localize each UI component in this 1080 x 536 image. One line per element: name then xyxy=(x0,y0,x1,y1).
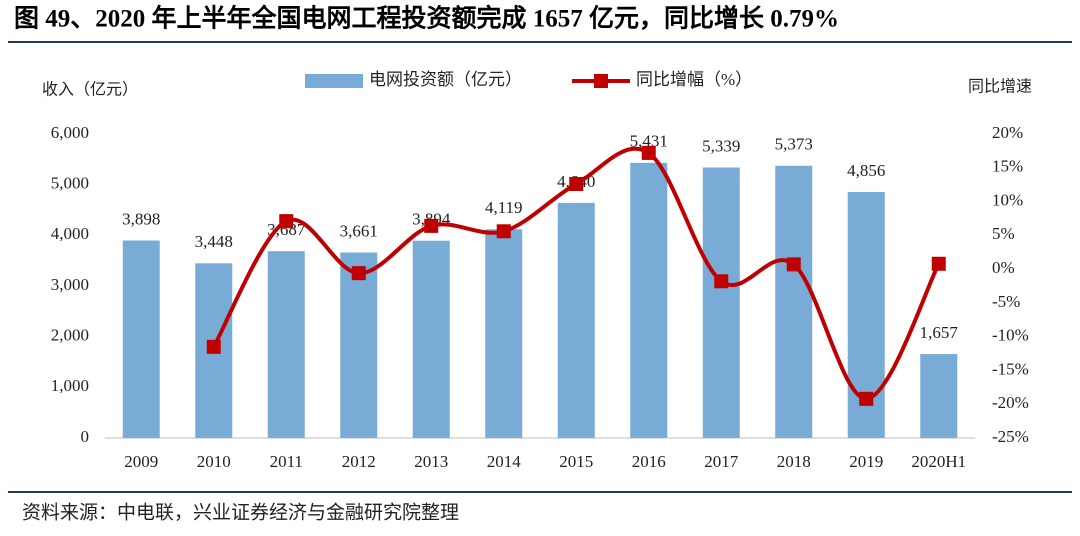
x-tick-label: 2013 xyxy=(414,452,448,471)
bar xyxy=(702,167,740,438)
y-tick-label: 2,000 xyxy=(51,326,89,345)
y2-tick-label: -10% xyxy=(992,326,1029,345)
x-tick-label: 2019 xyxy=(849,452,883,471)
legend-swatch xyxy=(305,74,363,88)
chart-title: 图 49、2020 年上半年全国电网工程投资额完成 1657 亿元，同比增长 0… xyxy=(14,4,839,33)
bar xyxy=(340,252,378,438)
x-tick-label: 2010 xyxy=(197,452,231,471)
bar xyxy=(412,240,450,438)
y-tick-label: 5,000 xyxy=(51,174,89,193)
y-tick-label: 0 xyxy=(81,427,90,446)
x-tick-label: 2011 xyxy=(270,452,303,471)
bar-value-label: 4,856 xyxy=(847,161,885,180)
bar-value-label: 5,431 xyxy=(630,132,668,151)
y2-tick-label: -25% xyxy=(992,427,1029,446)
bar-value-label: 4,119 xyxy=(485,198,523,217)
y2-tick-label: 5% xyxy=(992,224,1015,243)
x-tick-label: 2020H1 xyxy=(911,452,966,471)
y2-axis-label: 同比增速 xyxy=(968,78,1032,96)
y2-tick-label: -5% xyxy=(992,292,1020,311)
line-marker xyxy=(641,145,656,160)
y2-tick-label: 10% xyxy=(992,190,1023,209)
line-marker xyxy=(206,339,221,354)
legend-swatch xyxy=(594,74,608,88)
bar xyxy=(630,162,668,438)
bar-value-label: 3,661 xyxy=(340,221,378,240)
line-marker xyxy=(714,274,729,289)
bar xyxy=(485,229,523,438)
y2-tick-label: 15% xyxy=(992,157,1023,176)
y-tick-label: 4,000 xyxy=(51,224,89,243)
y-tick-label: 3,000 xyxy=(51,275,89,294)
x-tick-label: 2015 xyxy=(559,452,593,471)
y2-tick-label: 0% xyxy=(992,258,1015,277)
y2-tick-label: -15% xyxy=(992,359,1029,378)
bar xyxy=(920,354,958,438)
legend-label: 同比增幅（%） xyxy=(636,70,752,89)
bar-value-label: 5,339 xyxy=(702,136,740,155)
bar xyxy=(267,251,305,438)
x-tick-label: 2012 xyxy=(342,452,376,471)
bar xyxy=(557,202,595,438)
x-tick-label: 2014 xyxy=(487,452,522,471)
bar-value-label: 3,687 xyxy=(267,220,306,239)
source-note: 资料来源：中电联，兴业证券经济与金融研究院整理 xyxy=(22,501,459,523)
line-marker xyxy=(496,224,511,239)
y2-tick-label: -20% xyxy=(992,393,1029,412)
line-marker xyxy=(424,218,439,233)
bar xyxy=(775,165,813,438)
y-axis-label: 收入（亿元） xyxy=(42,81,138,99)
legend-label: 电网投资额（亿元） xyxy=(369,70,522,89)
line-marker xyxy=(859,391,874,406)
line-marker xyxy=(351,266,366,281)
y-tick-label: 6,000 xyxy=(51,123,89,142)
x-tick-label: 2018 xyxy=(777,452,811,471)
bar-value-label: 5,373 xyxy=(775,135,813,154)
line-marker xyxy=(569,176,584,191)
bar-value-label: 1,657 xyxy=(920,323,959,342)
line-marker xyxy=(931,256,946,271)
bar-value-label: 3,898 xyxy=(122,209,160,228)
x-tick-label: 2017 xyxy=(704,452,739,471)
line xyxy=(212,146,941,401)
x-tick-label: 2009 xyxy=(124,452,158,471)
x-tick-label: 2016 xyxy=(632,452,666,471)
bar xyxy=(122,240,160,438)
y-tick-label: 1,000 xyxy=(51,376,89,395)
bar-value-label: 3,448 xyxy=(195,232,233,251)
y2-tick-label: 20% xyxy=(992,123,1023,142)
line-marker xyxy=(786,257,801,272)
line-marker xyxy=(279,214,294,229)
